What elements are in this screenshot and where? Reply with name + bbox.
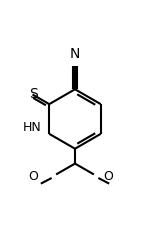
Text: HN: HN xyxy=(22,121,41,134)
Text: N: N xyxy=(70,47,80,61)
Text: O: O xyxy=(28,170,38,183)
Text: S: S xyxy=(29,87,38,101)
Text: O: O xyxy=(103,170,113,183)
